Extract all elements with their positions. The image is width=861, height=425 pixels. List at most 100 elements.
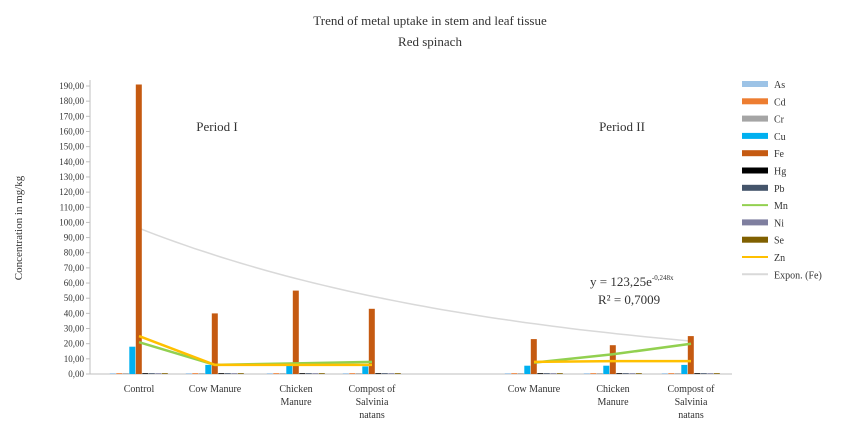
y-tick-label: 100,00 [59, 217, 84, 227]
category-label: Chicken Manure [279, 384, 312, 408]
bar-as [185, 373, 192, 374]
bar-cu [524, 365, 531, 374]
y-tick-label: 70,00 [64, 263, 85, 273]
bar-cu [129, 346, 136, 374]
line-zn [138, 334, 372, 367]
trend-r-squared: R² = 0,7009 [598, 292, 660, 307]
bar-se [556, 373, 563, 374]
y-tick-label: 20,00 [64, 339, 85, 349]
category-label: Chicken Manure [596, 384, 629, 408]
category-labels: Control Cow Manure Chicken Manure Compost of… [124, 384, 715, 421]
legend-entry: Zn [774, 253, 785, 264]
y-tick-label: 150,00 [59, 142, 84, 152]
legend-swatch [742, 115, 768, 122]
y-tick-label: 140,00 [59, 157, 84, 167]
bar-as [266, 373, 273, 374]
trend-equation-base: y = 123,25e [590, 274, 652, 289]
bar-se [713, 373, 720, 374]
trendline-layer [138, 227, 692, 342]
bar-hg [694, 373, 701, 374]
legend-swatch [742, 167, 768, 174]
bar-hg [616, 373, 623, 374]
legend-swatch [742, 132, 768, 139]
bar-ni [707, 373, 714, 374]
bar-cd [192, 373, 199, 374]
bar-ni [312, 373, 319, 374]
bar-se [161, 373, 168, 374]
legend-entry: Cd [774, 97, 786, 108]
legend-swatch [742, 150, 768, 157]
y-tick-label: 110,00 [60, 202, 85, 212]
category-label: Compost of Salvinia natans [668, 384, 716, 421]
bar-hg [218, 373, 225, 374]
legend-entry: Pb [774, 184, 785, 195]
bar-as [661, 373, 668, 374]
bar-cd [590, 373, 597, 374]
bar-cu [205, 364, 212, 374]
legend-entry: Hg [774, 167, 786, 178]
bar-fe [609, 345, 616, 374]
legend-entry: Cr [774, 115, 785, 126]
category-label: Cow Manure [508, 384, 561, 395]
y-tick-label: 30,00 [64, 324, 85, 334]
bar-pb [224, 373, 231, 374]
y-axis: 0,00 10,00 20,00 30,00 40,00 50,00 60,00 70,00 8… [59, 80, 732, 379]
legend-entry: Fe [774, 149, 785, 160]
period-1-label: Period I [196, 119, 238, 134]
chart-subtitle: Red spinach [398, 34, 462, 49]
trend-equation: y = 123,25e-0,248x [590, 274, 674, 289]
bar-cr [122, 373, 129, 374]
bar-pb [148, 373, 155, 374]
line-mn [138, 341, 373, 367]
y-tick-label: 120,00 [59, 187, 84, 197]
y-tick-label: 180,00 [59, 96, 84, 106]
y-tick-label: 80,00 [64, 248, 85, 258]
category-label: Control [124, 384, 155, 395]
legend: As Cd Cr Cu Fe Hg Pb Mn Ni Se Zn Expon. (Fe) [742, 80, 822, 281]
bar-fe [135, 84, 142, 374]
line-mn [533, 342, 692, 364]
bar-as [504, 373, 511, 374]
bar-cd [273, 373, 280, 374]
bar-cu [603, 365, 610, 374]
y-tick-label: 60,00 [64, 278, 85, 288]
legend-entry: Ni [774, 218, 784, 229]
bar-cr [198, 373, 205, 374]
y-tick-label: 160,00 [59, 126, 84, 136]
bar-hg [375, 373, 382, 374]
bar-fe [687, 336, 694, 374]
bar-se [635, 373, 642, 374]
bar-pb [381, 373, 388, 374]
y-tick-label: 190,00 [59, 81, 84, 91]
y-tick-label: 50,00 [64, 293, 85, 303]
y-tick-label: 130,00 [59, 172, 84, 182]
bar-se [318, 373, 325, 374]
trendline-fe [138, 227, 692, 342]
y-tick-label: 10,00 [64, 354, 85, 364]
bar-as [109, 373, 116, 374]
bar-hg [537, 373, 544, 374]
legend-entry: Cu [774, 132, 786, 143]
bar-as [342, 373, 349, 374]
line-layer [138, 334, 692, 367]
y-tick-label: 40,00 [64, 308, 85, 318]
y-tick-label: 0,00 [68, 369, 84, 379]
bar-ni [388, 373, 395, 374]
bar-cd [511, 373, 518, 374]
bar-se [237, 373, 244, 374]
bar-ni [231, 373, 238, 374]
bar-ni [550, 373, 557, 374]
y-tick-label: 170,00 [59, 111, 84, 121]
legend-swatch [742, 98, 768, 105]
chart-title: Trend of metal uptake in stem and leaf t… [313, 13, 547, 28]
bar-se [394, 373, 401, 374]
category-label: Cow Manure [189, 384, 242, 395]
bar-cd [668, 373, 675, 374]
y-tick-label: 90,00 [64, 233, 85, 243]
bar-pb [700, 373, 707, 374]
legend-entry: Expon. (Fe) [774, 270, 822, 281]
bar-cr [279, 373, 286, 374]
bar-cu [681, 364, 688, 374]
bar-cu [286, 365, 293, 374]
